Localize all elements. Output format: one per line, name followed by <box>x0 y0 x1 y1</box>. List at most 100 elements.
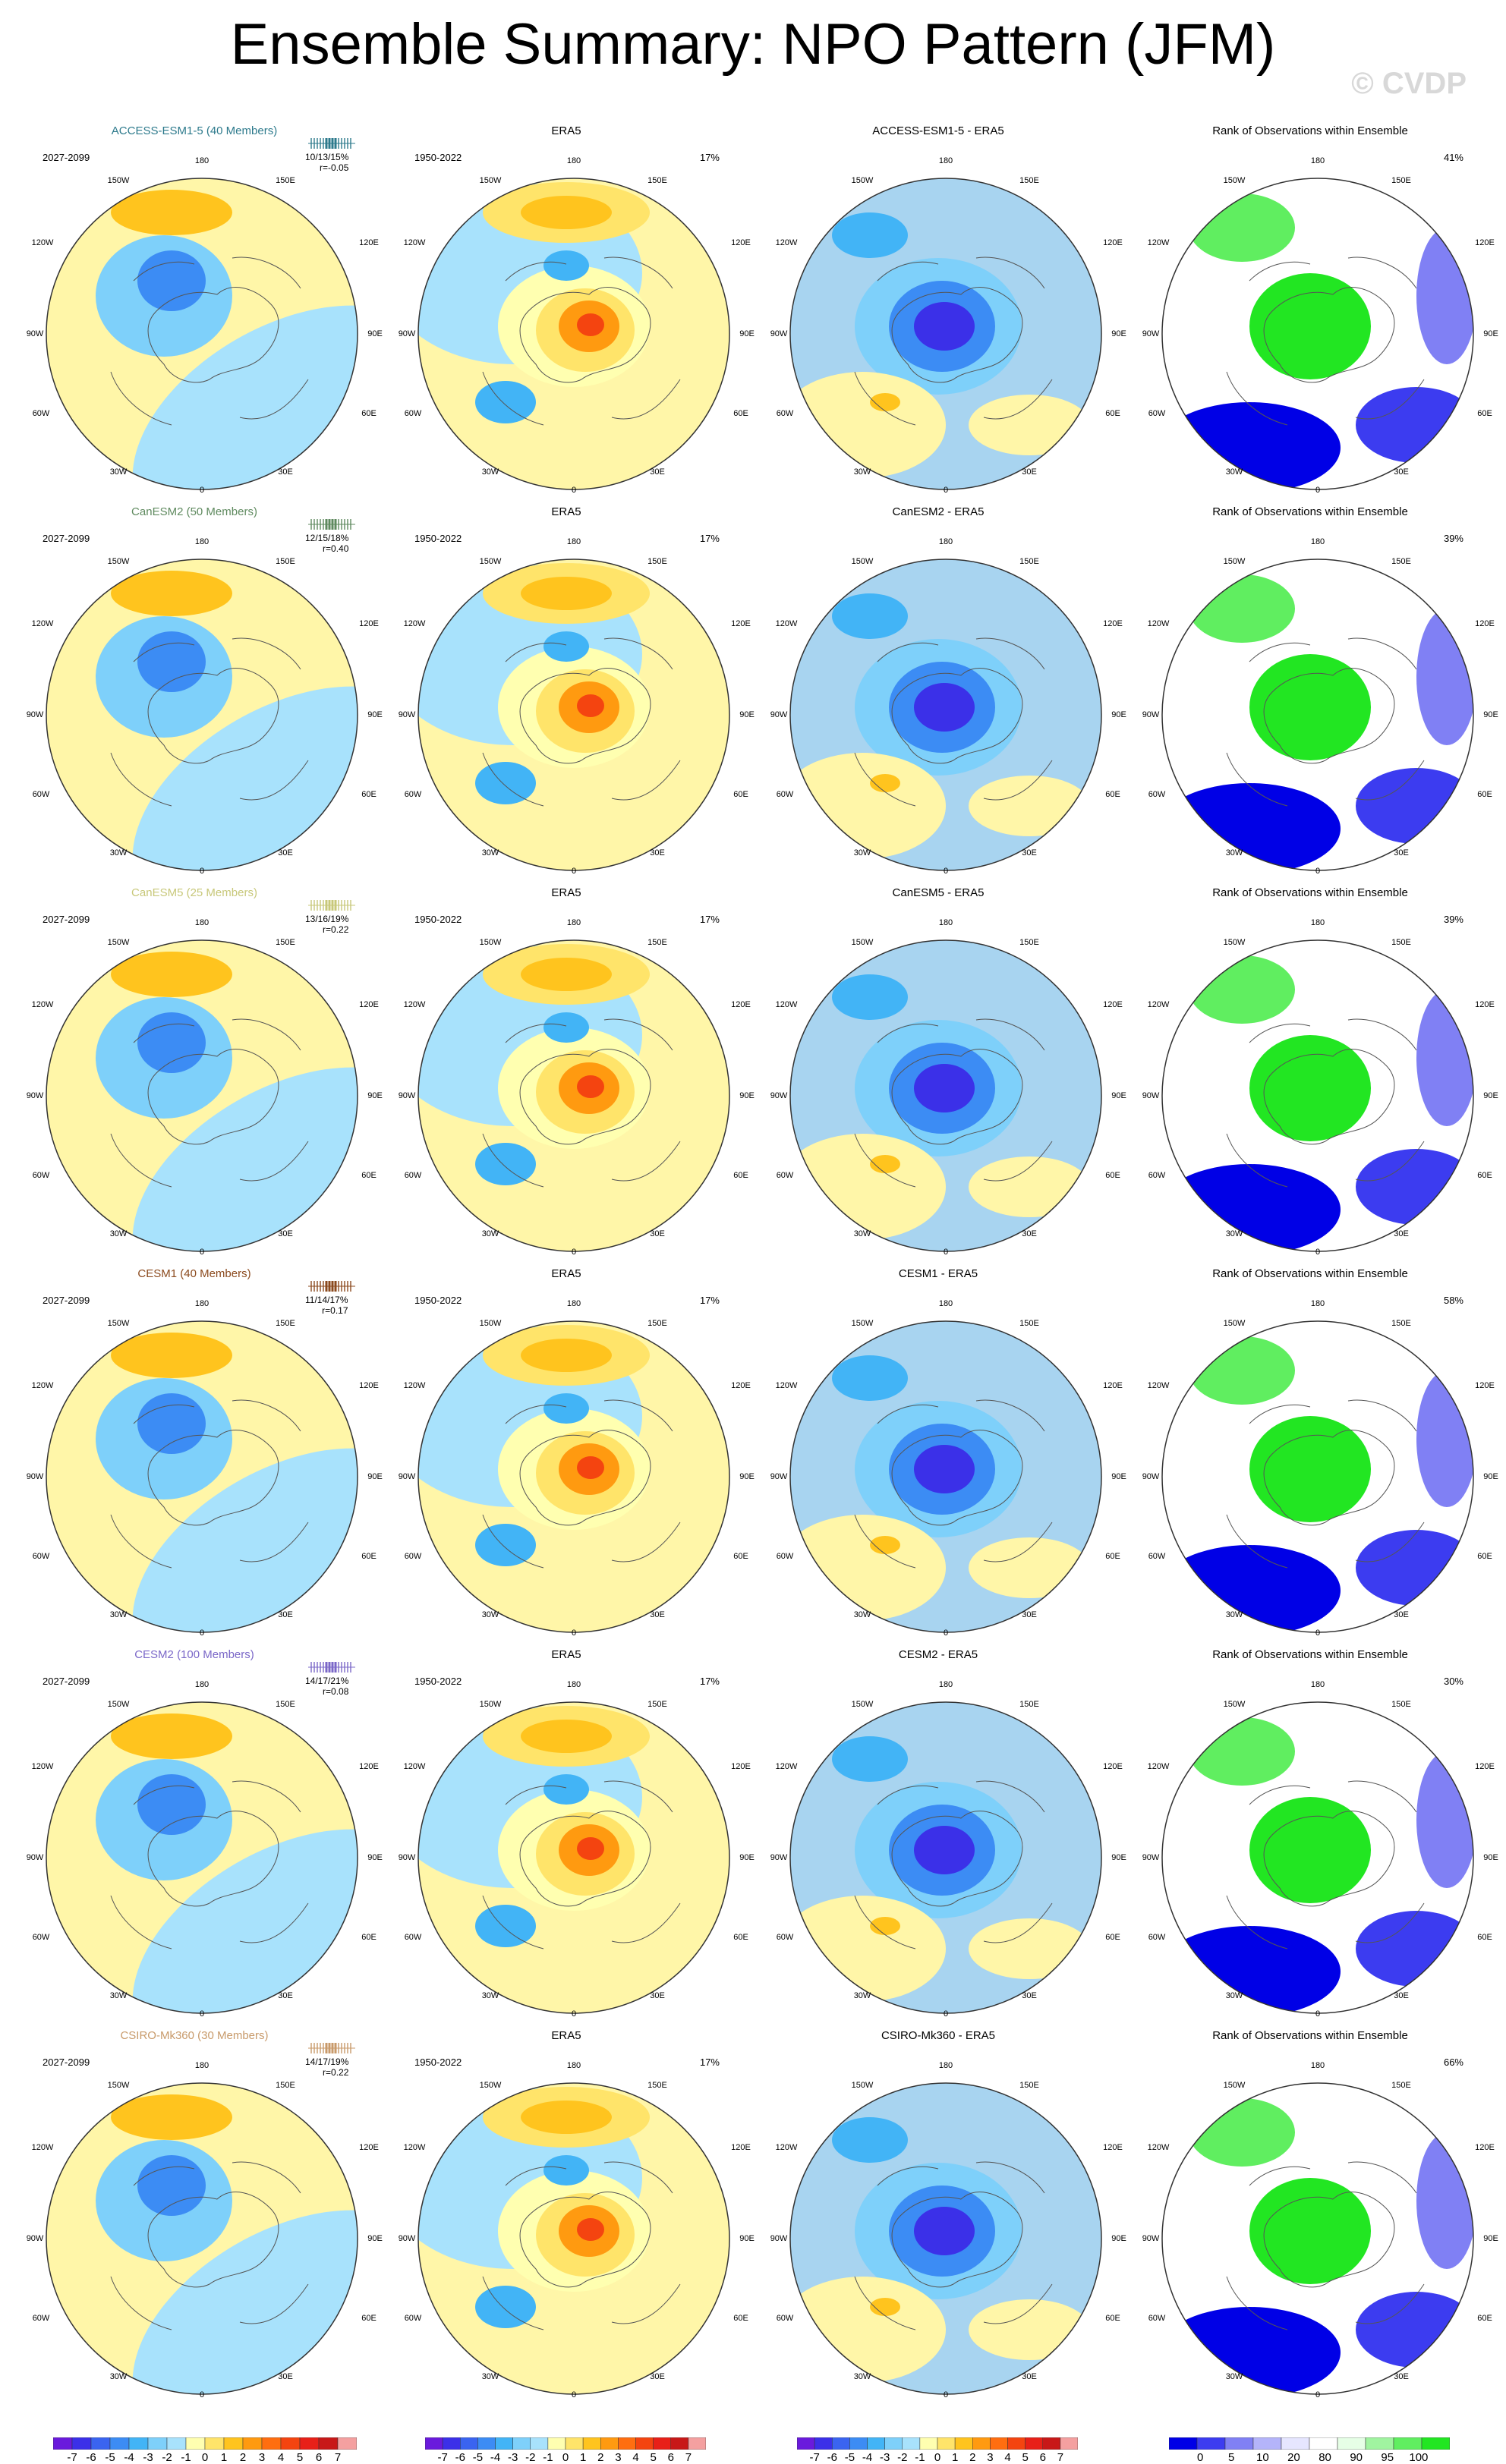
longitude-label: 150E <box>276 2081 295 2090</box>
negative-anomaly <box>137 631 206 692</box>
negative-anomaly <box>543 1012 589 1043</box>
colorbar-swatch <box>867 2437 885 2450</box>
map-field <box>418 1702 729 2013</box>
colorbar-tick-label: 7 <box>334 2451 342 2464</box>
coastline <box>147 287 279 383</box>
longitude-label: 120E <box>359 2143 379 2152</box>
longitude-label: 60E <box>1477 409 1492 418</box>
longitude-label: 150W <box>479 176 502 185</box>
longitude-label: 120W <box>775 1000 798 1009</box>
map-boundary <box>417 1320 730 1633</box>
map-field <box>418 2083 729 2394</box>
coastline <box>482 256 681 426</box>
longitude-label: 0 <box>199 2009 205 2019</box>
panel-title: ERA5 <box>551 1267 581 1280</box>
panel-csiro-mk360-rank: Rank of Observations within Ensemble 66% 1… <box>1128 2026 1504 2409</box>
colorbar-hpa-2-swatches <box>424 2437 707 2450</box>
map-field <box>790 559 1101 870</box>
longitude-label: 30E <box>278 467 293 477</box>
panel-title: Rank of Observations within Ensemble <box>1212 505 1408 518</box>
longitude-label: 90E <box>1483 1472 1498 1481</box>
longitude-label: 0 <box>571 486 577 495</box>
coastline <box>110 1399 309 1569</box>
longitude-label: 0 <box>1315 2009 1321 2019</box>
longitude-label: 180 <box>1310 156 1325 165</box>
map-boundary <box>789 939 1102 1252</box>
longitude-label: 90E <box>367 329 383 338</box>
longitude-label: 60W <box>776 1171 794 1180</box>
longitude-label: 90E <box>739 710 755 719</box>
longitude-label: 120E <box>359 1381 379 1390</box>
longitude-label: 90E <box>1483 329 1498 338</box>
colorbar-swatch <box>618 2437 636 2450</box>
map-field <box>418 1321 729 1632</box>
longitude-label: 60E <box>1105 1933 1120 1942</box>
longitude-label: 180 <box>194 2061 210 2070</box>
colorbar-swatch <box>318 2437 339 2450</box>
colorbar-swatch <box>884 2437 903 2450</box>
negative-anomaly <box>914 683 975 732</box>
figure-title: Ensemble Summary: NPO Pattern (JFM) <box>230 12 1276 77</box>
longitude-label: 120W <box>403 238 426 247</box>
longitude-label: 0 <box>943 1248 949 1257</box>
coastline <box>1226 1399 1425 1569</box>
panel-title: Rank of Observations within Ensemble <box>1212 1267 1408 1280</box>
colorbar-swatch <box>1393 2437 1423 2450</box>
rank-high-region <box>1249 2178 1371 2284</box>
longitude-label: 150W <box>1223 1319 1246 1328</box>
longitude-label: 120W <box>31 1381 54 1390</box>
longitude-label: 150W <box>1223 557 1246 566</box>
coastline <box>110 1780 309 1949</box>
longitude-label: 90W <box>398 1472 416 1481</box>
positive-anomaly <box>577 694 604 717</box>
longitude-label: 150E <box>647 2081 667 2090</box>
longitude-label: 150W <box>1223 1700 1246 1709</box>
longitude-label: 90W <box>1142 1853 1160 1862</box>
negative-anomaly <box>132 1067 358 1251</box>
coastline <box>519 287 651 383</box>
longitude-label: 120W <box>403 1000 426 1009</box>
longitude-label: 90E <box>739 1853 755 1862</box>
coastline <box>854 637 1053 807</box>
longitude-label: 60W <box>1148 790 1166 799</box>
colorbar-swatch <box>261 2437 282 2450</box>
longitude-label: 0 <box>199 486 205 495</box>
panel-canesm2-diff: CanESM2 - ERA5 180 150W 150E 120W 120E 90W 90E 6… <box>756 502 1133 885</box>
pattern-correlation: r=0.17 <box>322 1305 348 1316</box>
longitude-label: 180 <box>938 156 953 165</box>
longitude-label: 60E <box>1477 2314 1492 2323</box>
longitude-label: 120E <box>1103 1000 1123 1009</box>
colorbar-tick-label: 0 <box>934 2451 941 2464</box>
panel-title: ERA5 <box>551 505 581 518</box>
longitude-label: 90E <box>1111 710 1126 719</box>
coastline <box>1226 637 1425 807</box>
colorbar-tick-label: -3 <box>507 2451 518 2464</box>
polar-map <box>1161 1701 1474 2014</box>
rank-high-region <box>1249 1797 1371 1903</box>
longitude-label: 150W <box>107 1700 130 1709</box>
longitude-label: 90W <box>26 710 44 719</box>
longitude-label: 60W <box>404 1933 422 1942</box>
panel-cesm1-obs: ERA5 1950-2022 17% 180 150W 150E 120W 120E 90W 90… <box>384 1264 761 1647</box>
ensemble-spread-bar <box>308 519 355 530</box>
colorbar-tick-label: 7 <box>1057 2451 1064 2464</box>
longitude-label: 90E <box>367 1472 383 1481</box>
longitude-label: 0 <box>571 1629 577 1638</box>
longitude-label: 60W <box>1148 2314 1166 2323</box>
positive-anomaly <box>790 372 946 478</box>
positive-anomaly <box>111 1333 232 1378</box>
longitude-label: 120W <box>31 619 54 628</box>
longitude-label: 150W <box>851 557 874 566</box>
longitude-label: 90E <box>1111 1091 1126 1100</box>
longitude-label: 150W <box>107 176 130 185</box>
colorbar-swatch <box>1224 2437 1254 2450</box>
longitude-label: 150E <box>1391 2081 1411 2090</box>
colorbar-tick-label: 0 <box>201 2451 209 2464</box>
longitude-label: 180 <box>566 537 581 546</box>
longitude-label: 120E <box>1475 238 1495 247</box>
colorbar-tick-label: -1 <box>543 2451 553 2464</box>
longitude-label: 120E <box>1475 619 1495 628</box>
panel-title: Rank of Observations within Ensemble <box>1212 2029 1408 2042</box>
longitude-label: 120W <box>31 2143 54 2152</box>
longitude-label: 90W <box>770 1853 788 1862</box>
